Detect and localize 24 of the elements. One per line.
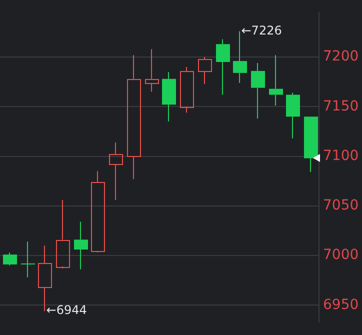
candlestick (145, 48, 159, 92)
candlestick (216, 38, 230, 96)
y-tick-label: 7150 (323, 98, 359, 114)
candlestick (286, 92, 300, 139)
candlestick (127, 54, 141, 180)
y-tick-label: 7050 (323, 198, 359, 214)
y-tick-label: 7000 (323, 247, 359, 264)
y-tick-label: 7200 (323, 48, 359, 65)
candlestick (162, 71, 176, 122)
y-tick-label: 6950 (323, 296, 359, 313)
candlestick (74, 221, 88, 270)
candlestick (3, 252, 17, 266)
candlestick (198, 56, 212, 84)
candlestick (269, 54, 283, 106)
candlestick (180, 66, 194, 114)
y-tick-label: 7100 (323, 148, 359, 164)
annotation: ←6944 (46, 303, 87, 318)
candlestick (304, 116, 318, 173)
candlestick (109, 142, 123, 200)
candlestick (251, 62, 265, 120)
candlestick (21, 241, 35, 278)
annotation: ←7226 (241, 23, 282, 38)
candlestick (56, 199, 70, 269)
candlestick (91, 170, 105, 254)
